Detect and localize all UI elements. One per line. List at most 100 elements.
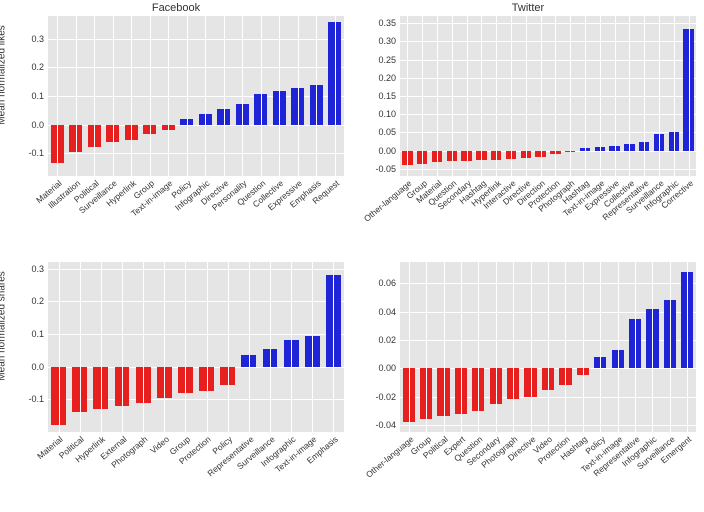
y-tick-label: 0.0 xyxy=(31,362,48,372)
y-tick-label: -0.04 xyxy=(375,420,400,430)
v-gridline xyxy=(261,16,262,176)
v-gridline xyxy=(652,262,653,432)
y-tick-label: 0.05 xyxy=(378,127,400,137)
v-gridline xyxy=(526,16,527,176)
v-gridline xyxy=(333,262,334,432)
v-gridline xyxy=(228,262,229,432)
v-gridline xyxy=(150,16,151,176)
v-gridline xyxy=(583,262,584,432)
y-tick-label: -0.02 xyxy=(375,392,400,402)
panel-r0-c1: Twitter -0.05 0.00 0.05 0.10 0.15 0.20 0.25 0.30… xyxy=(352,0,704,256)
v-gridline xyxy=(635,262,636,432)
y-tick-label: -0.05 xyxy=(375,164,400,174)
y-tick-label: 0.20 xyxy=(378,73,400,83)
y-tick-label: 0.15 xyxy=(378,91,400,101)
panel-r1-c0: Mean normalized shares -0.10.00.10.20.3Ma… xyxy=(0,256,352,512)
v-gridline xyxy=(409,262,410,432)
y-tick-label: 0.2 xyxy=(31,62,48,72)
x-tick-label: Video xyxy=(148,434,171,456)
v-gridline xyxy=(689,16,690,176)
v-gridline xyxy=(629,16,630,176)
v-gridline xyxy=(422,16,423,176)
v-gridline xyxy=(76,16,77,176)
v-gridline xyxy=(316,16,317,176)
v-gridline xyxy=(511,16,512,176)
column-title: Twitter xyxy=(352,2,704,16)
v-gridline xyxy=(122,262,123,432)
y-tick-label: 0.30 xyxy=(378,36,400,46)
v-gridline xyxy=(496,262,497,432)
y-tick-label: -0.1 xyxy=(28,148,48,158)
v-gridline xyxy=(242,16,243,176)
v-gridline xyxy=(279,16,280,176)
y-tick-label: 0.25 xyxy=(378,55,400,65)
v-gridline xyxy=(585,16,586,176)
v-gridline xyxy=(615,16,616,176)
x-labels: MaterialIllustrationPoliticalSurveillanc… xyxy=(48,176,344,256)
y-tick-label: 0.2 xyxy=(31,296,48,306)
v-gridline xyxy=(444,262,445,432)
y-tick-label: -0.1 xyxy=(28,394,48,404)
y-tick-label: 0.00 xyxy=(378,363,400,373)
v-gridline xyxy=(187,16,188,176)
v-gridline xyxy=(555,16,556,176)
v-gridline xyxy=(644,16,645,176)
v-gridline xyxy=(531,262,532,432)
v-gridline xyxy=(687,262,688,432)
v-gridline xyxy=(570,16,571,176)
y-tick-label: 0.1 xyxy=(31,91,48,101)
v-gridline xyxy=(452,16,453,176)
v-gridline xyxy=(548,262,549,432)
v-gridline xyxy=(407,16,408,176)
v-gridline xyxy=(513,262,514,432)
v-gridline xyxy=(205,16,206,176)
v-gridline xyxy=(467,16,468,176)
bars xyxy=(48,16,344,176)
v-gridline xyxy=(426,262,427,432)
panel-r1-c1: -0.04-0.020.000.020.040.06Other-language… xyxy=(352,256,704,512)
v-gridline xyxy=(143,262,144,432)
x-tick-label: Other-language xyxy=(362,178,414,224)
y-tick-label: 0.06 xyxy=(378,278,400,288)
v-gridline xyxy=(496,16,497,176)
v-gridline xyxy=(168,16,169,176)
v-gridline xyxy=(57,16,58,176)
plot-area: -0.10.00.10.20.3 xyxy=(48,262,344,432)
v-gridline xyxy=(270,262,271,432)
v-gridline xyxy=(224,16,225,176)
y-tick-label: 0.00 xyxy=(378,146,400,156)
y-tick-label: 0.04 xyxy=(378,307,400,317)
v-gridline xyxy=(59,262,60,432)
y-tick-label: 0.3 xyxy=(31,264,48,274)
x-labels: MaterialPoliticalHyperlinkExternalPhotog… xyxy=(48,432,344,512)
v-gridline xyxy=(335,16,336,176)
v-gridline xyxy=(312,262,313,432)
v-gridline xyxy=(131,16,132,176)
x-labels: Other-languageGroupPoliticalExpertQuesti… xyxy=(400,432,696,512)
y-axis-label: Mean normalized shares xyxy=(0,271,8,381)
v-gridline xyxy=(600,16,601,176)
y-tick-label: 0.35 xyxy=(378,18,400,28)
chart-grid: FacebookMean normalized likes-0.10.00.10… xyxy=(0,0,704,512)
v-gridline xyxy=(481,16,482,176)
v-gridline xyxy=(207,262,208,432)
v-gridline xyxy=(80,262,81,432)
panel-r0-c0: FacebookMean normalized likes-0.10.00.10… xyxy=(0,0,352,256)
v-gridline xyxy=(600,262,601,432)
v-gridline xyxy=(541,16,542,176)
v-gridline xyxy=(164,262,165,432)
plot-area: -0.04-0.020.000.020.040.06 xyxy=(400,262,696,432)
v-gridline xyxy=(101,262,102,432)
y-axis-label: Mean normalized likes xyxy=(0,25,8,125)
y-tick-label: 0.10 xyxy=(378,109,400,119)
v-gridline xyxy=(618,262,619,432)
bars xyxy=(48,262,344,432)
v-gridline xyxy=(461,262,462,432)
bars xyxy=(400,16,696,176)
v-gridline xyxy=(94,16,95,176)
v-gridline xyxy=(249,262,250,432)
v-gridline xyxy=(185,262,186,432)
v-gridline xyxy=(113,16,114,176)
x-labels: Other-languageGroupMaterialQuestionSecon… xyxy=(400,176,696,256)
v-gridline xyxy=(298,16,299,176)
